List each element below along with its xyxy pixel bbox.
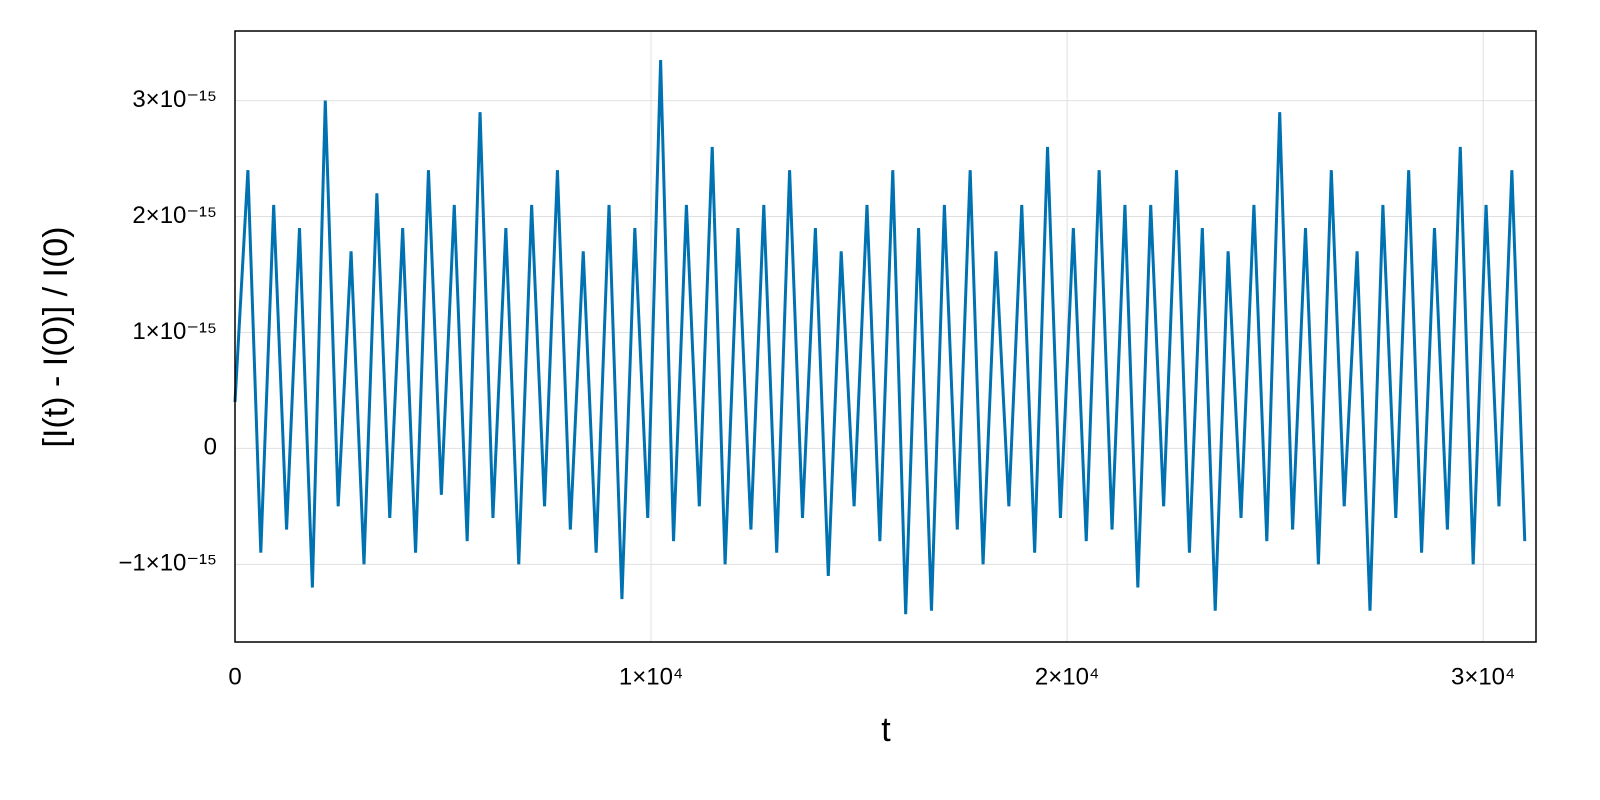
y-tick-label: 2×10⁻¹⁵	[132, 202, 217, 229]
x-axis-label: t	[881, 711, 891, 749]
y-axis-label: [I(t) - I(0)] / I(0)	[37, 227, 75, 448]
x-tick-label: 1×10⁴	[619, 663, 683, 690]
y-tick-label: 1×10⁻¹⁵	[132, 318, 217, 345]
plot-frame	[234, 30, 1537, 643]
x-tick-label: 2×10⁴	[1035, 663, 1099, 690]
x-tick-label: 3×10⁴	[1451, 663, 1515, 690]
y-tick-label: −1×10⁻¹⁵	[118, 550, 217, 577]
y-tick-label: 0	[204, 434, 217, 461]
y-tick-label: 3×10⁻¹⁵	[132, 86, 217, 113]
x-tick-label: 0	[228, 663, 241, 690]
data-line	[233, 59, 1527, 615]
